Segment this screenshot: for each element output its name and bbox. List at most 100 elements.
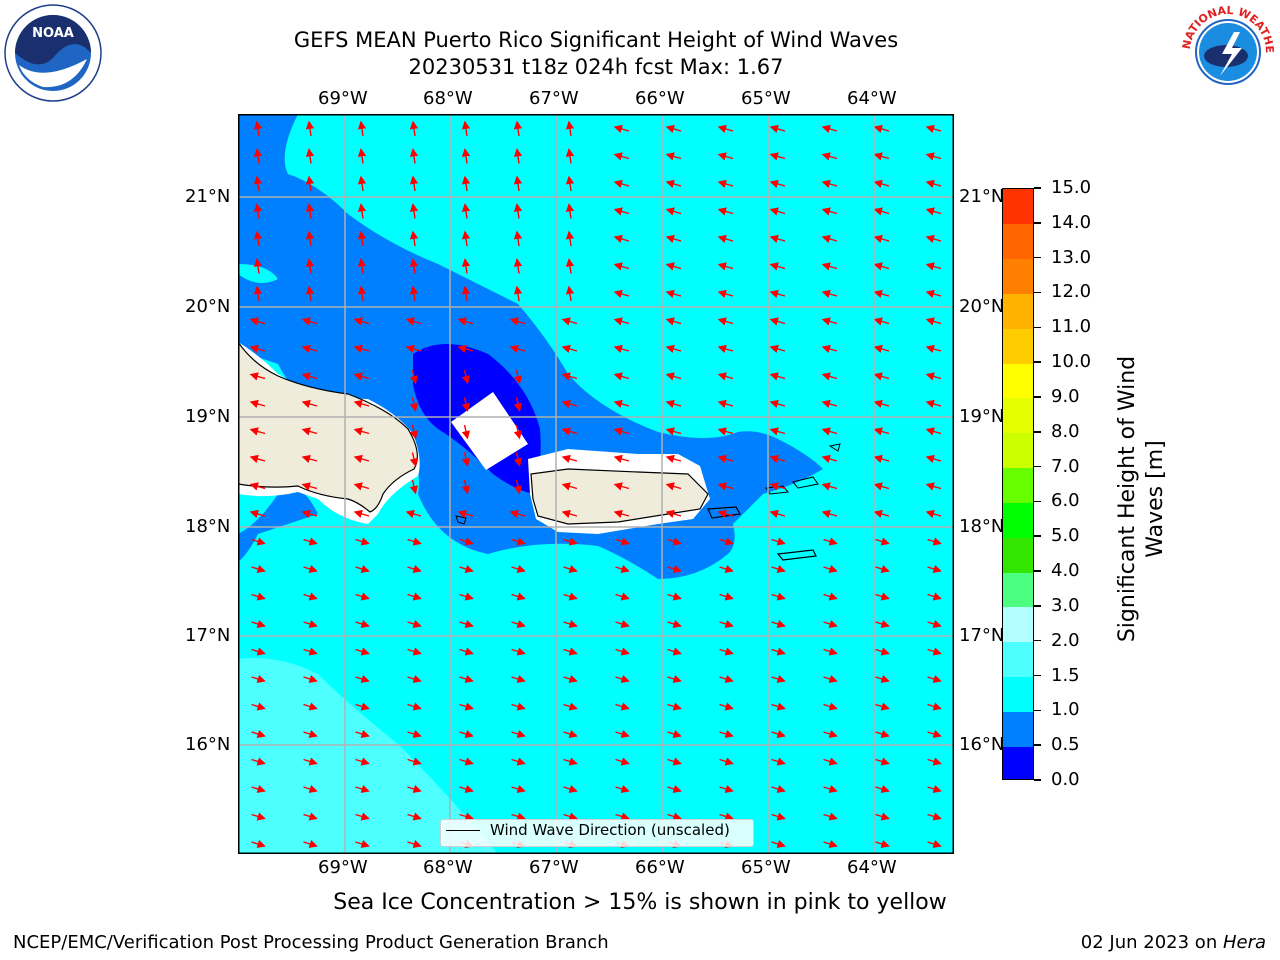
wave-direction-arrow [405,509,422,518]
wave-direction-arrow [821,234,838,243]
wave-direction-arrow [405,344,422,353]
colorbar-tick-label: 15.0 [1051,177,1092,198]
wave-direction-arrow [303,564,318,573]
wave-direction-arrow [821,454,838,463]
wave-direction-arrow [249,344,266,353]
wave-direction-arrow [251,757,266,766]
wave-direction-arrow [563,592,578,601]
colorbar-tick-label: 7.0 [1051,455,1080,477]
wave-direction-arrow [821,262,838,271]
footer-branch: NCEP/EMC/Verification Post Processing Pr… [13,932,609,953]
wave-direction-arrow [251,619,266,628]
wave-direction-arrow [303,729,318,738]
wave-direction-arrow [353,427,370,436]
wave-direction-arrow [461,175,471,192]
wave-direction-arrow [513,424,523,440]
colorbar-tick-mark [1034,256,1041,259]
colorbar-tick-label: 6.0 [1051,490,1080,512]
wave-direction-arrow [875,647,890,656]
wave-direction-arrow [665,427,682,436]
wave-direction-arrow [251,647,266,656]
wave-direction-arrow [665,234,682,243]
wave-direction-arrow [561,509,578,518]
wave-direction-arrow [667,702,682,711]
wave-direction-arrow [511,812,526,821]
colorbar-segment [1003,223,1033,260]
wave-direction-arrow [303,619,318,628]
wave-direction-arrow [563,537,578,546]
footer-host: Hera [1222,932,1266,953]
wave-direction-arrow [249,482,266,491]
colorbar-tick-label: 5.0 [1051,525,1080,547]
wave-direction-arrow [615,729,630,738]
wave-direction-arrow [301,344,318,353]
wave-direction-arrow [461,230,471,247]
wave-direction-arrow [771,729,786,738]
wave-direction-arrow [513,148,523,164]
wave-direction-arrow [511,537,526,546]
wave-direction-arrow [823,812,838,821]
wave-direction-arrow [875,729,890,738]
wave-direction-arrow [717,289,734,298]
wave-direction-arrow [927,564,942,573]
colorbar-tick-label: 10.0 [1051,351,1092,373]
colorbar-tick-mark [1034,222,1041,224]
wave-direction-arrow [665,207,682,216]
wave-direction-arrow [667,674,682,683]
wave-direction-arrow [353,454,370,463]
wave-direction-arrow [563,729,578,738]
wave-direction-arrow [405,317,422,326]
wave-direction-arrow [407,592,422,601]
wave-direction-arrow [459,647,474,656]
wave-direction-arrow [249,509,266,518]
wave-direction-arrow [717,454,734,463]
wave-direction-arrow [305,230,315,247]
wave-direction-arrow [251,564,266,573]
wave-direction-arrow [769,207,786,216]
colorbar-tick-label: 2.0 [1051,629,1080,651]
wave-direction-arrow [717,372,734,381]
wave-direction-arrow [665,344,682,353]
wave-band-1-5-2 [238,658,498,854]
map-subtitle: 20230531 t18z 024h fcst Max: 1.67 [408,55,784,79]
wave-direction-arrow [821,344,838,353]
wave-direction-arrow [513,203,523,219]
wave-direction-arrow [461,452,471,467]
wave-direction-arrow [719,702,734,711]
wave-direction-arrow [717,344,734,353]
wave-direction-arrow [925,509,942,518]
colorbar-segment [1003,572,1033,608]
wave-direction-arrow [357,203,367,219]
wave-direction-arrow [303,812,318,821]
colorbar-segment [1003,293,1033,329]
wave-direction-arrow [613,509,630,518]
wave-direction-arrow [665,179,682,188]
wave-direction-arrow [771,647,786,656]
wave-direction-arrow [407,619,422,628]
wave-direction-arrow [665,372,682,381]
colorbar-tick-label: 0.0 [1051,769,1080,790]
st-croix-island [776,549,817,561]
colorbar-tick-mark [1034,535,1041,537]
wave-direction-arrow [613,427,630,436]
wave-direction-arrow [771,784,786,793]
wave-direction-arrow [769,454,786,463]
wave-direction-arrow [823,839,838,848]
wave-direction-arrow [303,537,318,546]
noaa-logo-text: NOAA [32,26,74,41]
wave-direction-arrow [771,757,786,766]
wave-direction-arrow [719,592,734,601]
footer-date: 02 Jun 2023 on Hera [1081,932,1266,953]
wave-direction-arrow [251,784,266,793]
wave-direction-arrow [823,619,838,628]
wave-direction-arrow [821,317,838,326]
wave-direction-arrow [821,152,838,161]
colorbar-segment [1003,537,1033,573]
wave-direction-arrow [823,564,838,573]
wave-direction-arrow [821,207,838,216]
wave-direction-arrow [305,175,315,192]
colorbar-segment [1003,676,1033,712]
lon-label-bottom-64w: 64°W [847,857,897,878]
wave-direction-arrow [511,729,526,738]
wave-direction-arrow [717,427,734,436]
